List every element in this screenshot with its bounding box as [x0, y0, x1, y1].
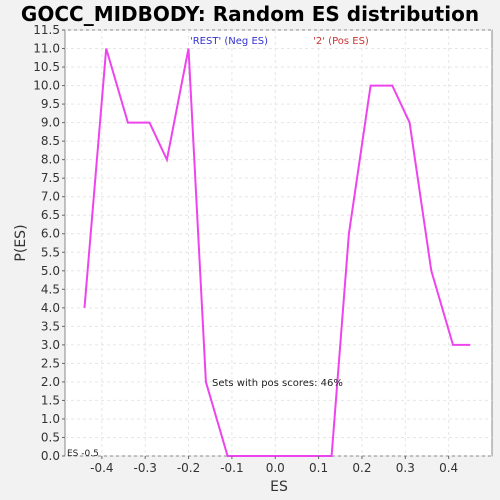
y-tick-label: 10.5 [33, 60, 60, 74]
pos-scores-annotation: Sets with pos scores: 46% [212, 378, 343, 389]
x-tick-label: -0.2 [177, 461, 200, 475]
y-tick-label: 4.5 [41, 282, 60, 296]
y-tick-label: 2.5 [41, 356, 60, 370]
y-tick-label: 6.5 [41, 208, 60, 222]
y-tick-label: 3.0 [41, 338, 60, 352]
y-tick-label: 5.5 [41, 245, 60, 259]
x-tick-label: -0.3 [133, 461, 156, 475]
es-marker-label: ES -0.5 [67, 449, 99, 459]
y-tick-label: 0.5 [41, 430, 60, 444]
x-tick-label: -0.1 [220, 461, 243, 475]
chart-title: GOCC_MIDBODY: Random ES distribution [21, 2, 479, 26]
legend-pos-es: '2' (Pos ES) [313, 36, 369, 47]
legend-neg-es: 'REST' (Neg ES) [190, 36, 268, 47]
x-tick-label: 0.4 [439, 461, 458, 475]
y-tick-label: 7.0 [41, 190, 60, 204]
y-tick-label: 8.5 [41, 134, 60, 148]
x-axis: -0.4 -0.3 -0.2 -0.1 0.0 0.1 0.2 0.3 0.4 [90, 456, 458, 475]
plot-area [64, 29, 493, 457]
y-axis-label: P(ES) [13, 224, 29, 261]
y-tick-label: 11.0 [33, 42, 60, 56]
x-axis-label: ES [270, 479, 288, 495]
y-tick-label: 1.0 [41, 412, 60, 426]
y-tick-label: 0.0 [41, 449, 60, 463]
x-tick-label: -0.4 [90, 461, 113, 475]
y-axis: 0.0 0.5 1.0 1.5 2.0 2.5 3.0 3.5 4.0 4.5 5.0 5.5 6.0 6… [33, 23, 65, 463]
y-tick-label: 10.0 [33, 79, 60, 93]
y-tick-label: 3.5 [41, 319, 60, 333]
x-tick-label: 0.0 [266, 461, 285, 475]
y-tick-label: 4.0 [41, 301, 60, 315]
x-tick-label: 0.2 [352, 461, 371, 475]
y-tick-label: 6.0 [41, 227, 60, 241]
y-tick-label: 1.5 [41, 393, 60, 407]
y-tick-label: 8.0 [41, 153, 60, 167]
y-tick-label: 7.5 [41, 171, 60, 185]
y-tick-label: 5.0 [41, 264, 60, 278]
y-tick-label: 9.5 [41, 97, 60, 111]
grid [65, 29, 492, 457]
y-tick-label: 2.0 [41, 375, 60, 389]
y-tick-label: 9.0 [41, 116, 60, 130]
x-tick-label: 0.3 [396, 461, 415, 475]
x-tick-label: 0.1 [309, 461, 328, 475]
y-tick-label: 11.5 [33, 23, 60, 37]
